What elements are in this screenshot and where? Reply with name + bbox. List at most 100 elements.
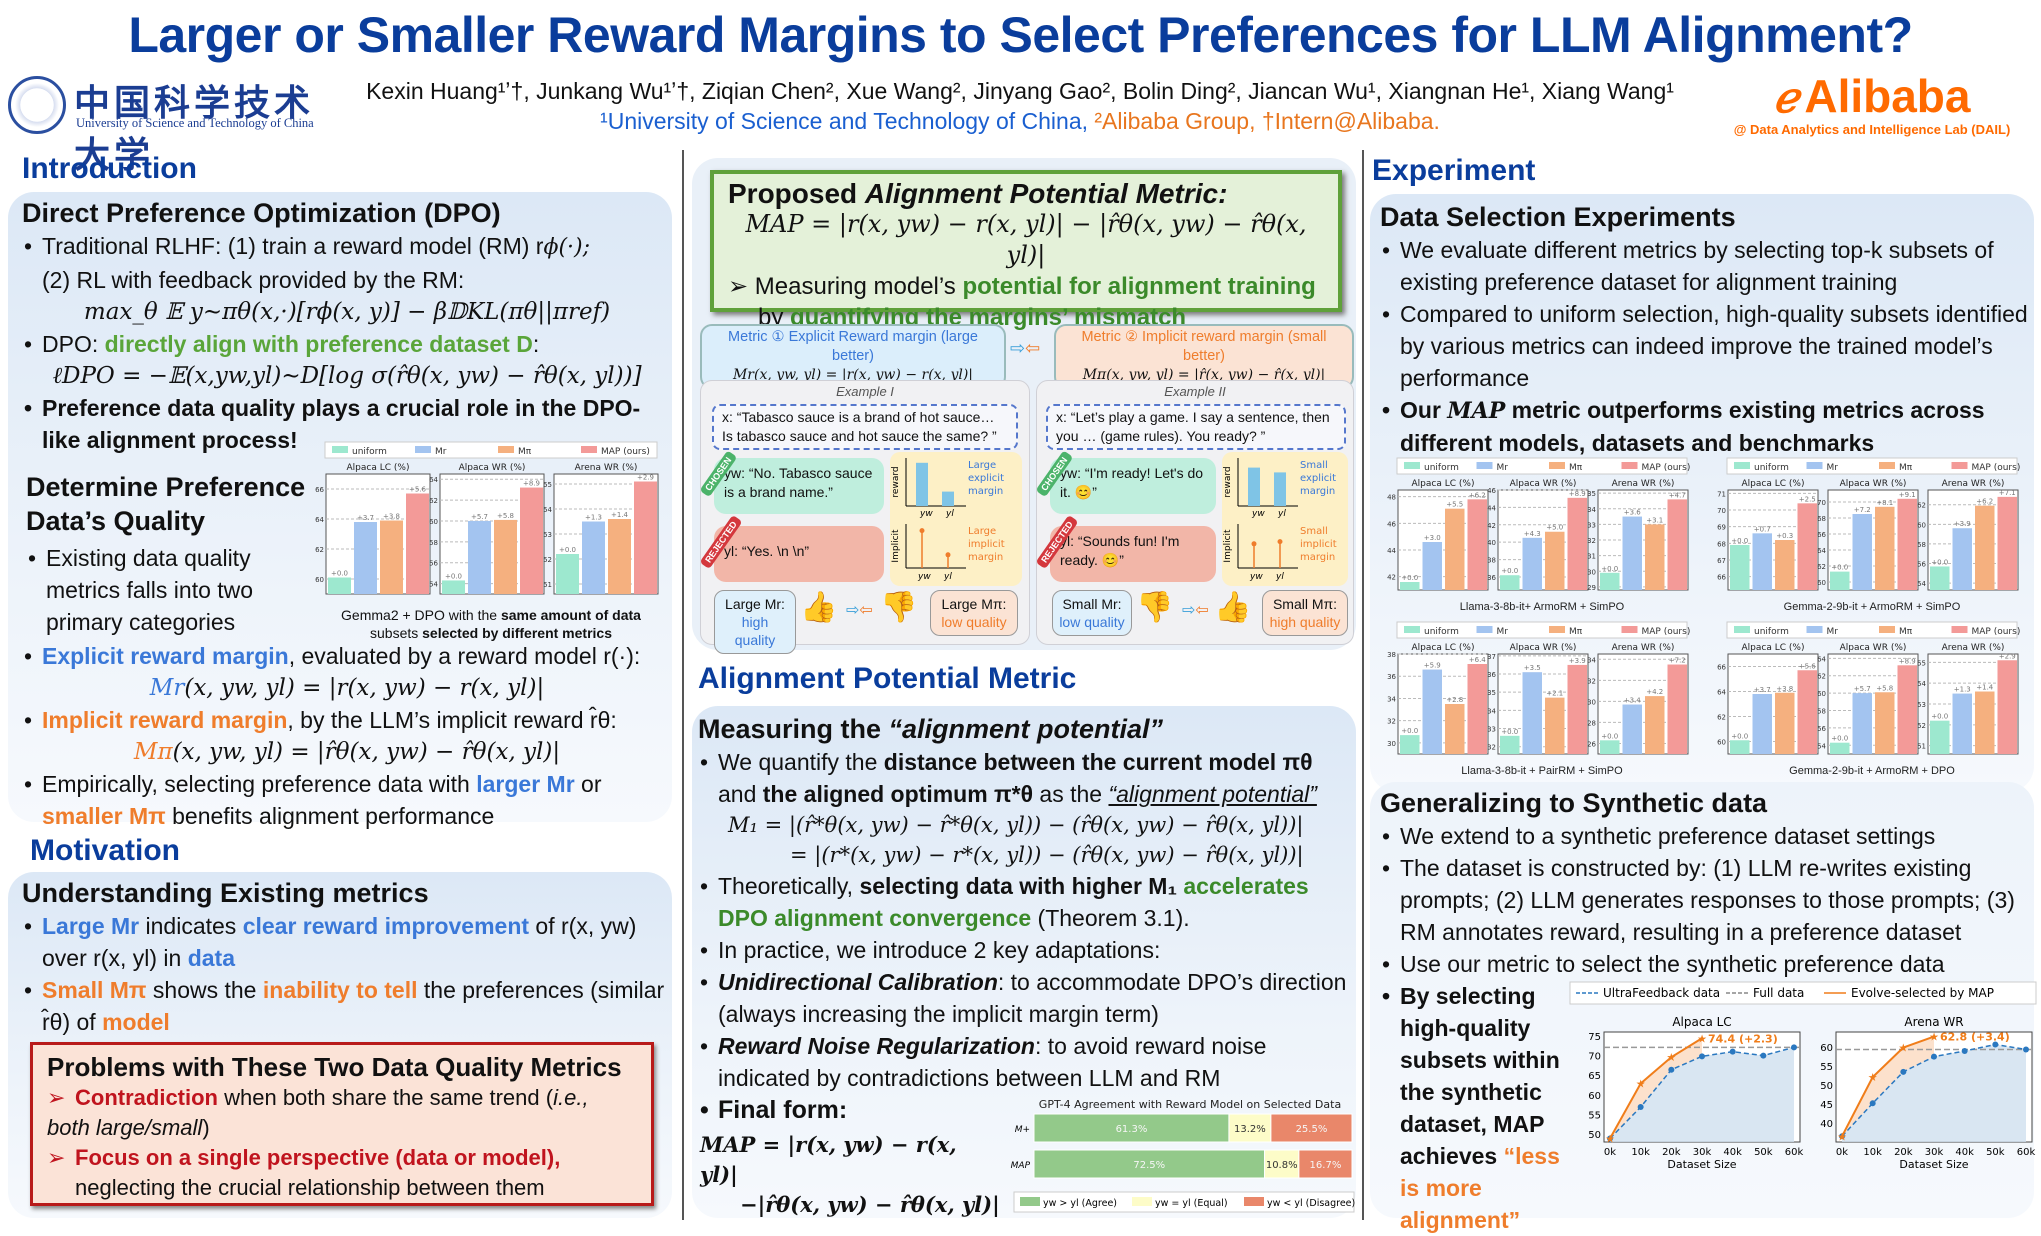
- bar-label: +0.0: [1831, 564, 1848, 572]
- ustc-logo-cn: 中国科学技术大学: [74, 82, 315, 176]
- y-tick-label: 36: [1487, 671, 1496, 679]
- bar-label: +8.1: [1876, 499, 1893, 507]
- synthetic-bullet-1: We extend to a synthetic preference data…: [1380, 820, 2030, 852]
- stacked-bar-segment: [1264, 1149, 1300, 1179]
- bar: [1400, 582, 1420, 590]
- margins-block: Explicit reward margin, evaluated by a r…: [22, 640, 672, 832]
- y-tick-label: 36: [1387, 673, 1396, 681]
- reward-axis-label: reward: [1223, 466, 1233, 497]
- bar-label: +0.3: [1776, 532, 1793, 540]
- section-heading-apm: Alignment Potential Metric: [698, 662, 1077, 695]
- final-map-equation: MAP = |r(x, yw) − r(x, yl)| −|r̂θ(x, yw)…: [700, 1132, 1000, 1217]
- ultrafeedback-point: [1668, 1066, 1675, 1073]
- bar: [1667, 664, 1687, 754]
- segment-label: 72.5%: [1133, 1160, 1165, 1171]
- bar: [1422, 669, 1442, 754]
- alibaba-logo: ℯ Alibaba @ Data Analytics and Intelligen…: [1712, 72, 2032, 142]
- bar: [1852, 693, 1872, 754]
- x-label: yl: [1277, 509, 1286, 519]
- panel-title: Arena WR (%): [1612, 643, 1675, 653]
- y-tick-label: 32: [1387, 718, 1396, 726]
- reward-note: explicit: [968, 473, 1004, 484]
- implicit-point: [1251, 541, 1257, 547]
- y-tick-label: 52: [1917, 722, 1926, 730]
- affiliations: ¹University of Science and Technology of…: [355, 108, 1685, 135]
- thumbs-down-icon: 👎: [1136, 591, 1174, 624]
- example-1-prompt: x: “Tabasco sauce is a brand of hot sauc…: [712, 404, 1018, 450]
- experiment-bullet-1: We evaluate different metrics by selecti…: [1380, 234, 2030, 298]
- y-tick-label: 32: [1587, 677, 1596, 685]
- panel-title: Alpaca WR (%): [1840, 643, 1907, 653]
- implicit-point: [919, 528, 925, 534]
- apm-block: Measuring the “alignment potential” We q…: [698, 712, 1354, 1126]
- legend-swatch: [1244, 1197, 1264, 1206]
- bar-chart-llama-pairrm-simpo: uniform Mr Mπ MAP (ours) Alpaca LC (%) 30 32 34…: [1382, 620, 1702, 778]
- bar: [1467, 499, 1487, 590]
- dpo-title: Direct Preference Optimization (DPO): [22, 198, 501, 228]
- legend-label: yw < yl (Disagree): [1267, 1198, 1355, 1209]
- bar: [520, 487, 543, 594]
- panel-title: Alpaca WR (%): [1510, 643, 1577, 653]
- panel-title: Alpaca LC (%): [1412, 643, 1475, 653]
- bar-label: +8.9: [523, 480, 540, 488]
- legend-swatch: [1404, 626, 1420, 633]
- y-tick-label: 30: [1387, 740, 1396, 748]
- legend-label: MAP (ours): [1642, 463, 1691, 473]
- bar-label: +2.9: [637, 474, 654, 482]
- author-list: Kexin Huang¹ʼ†, Junkang Wu¹ʼ†, Ziqian Ch…: [366, 78, 1674, 104]
- bar: [1997, 660, 2017, 754]
- y-tick-label: 66: [315, 486, 324, 494]
- dpo-equation: ℓDPO = −𝔼(x,yw,yl)∼D[log σ(r̂θ(x, yw) − …: [52, 363, 642, 389]
- bar: [634, 481, 657, 594]
- legend-swatch: [1879, 626, 1895, 633]
- bar: [1545, 531, 1565, 590]
- legend-swatch: [1806, 626, 1823, 633]
- category-label: M+: [1015, 1125, 1030, 1135]
- bar-label: +0.0: [1501, 567, 1518, 575]
- quality-bullet: Preference data quality plays a crucial …: [22, 392, 652, 456]
- bar: [1875, 506, 1895, 590]
- reward-bar: [1248, 467, 1260, 506]
- implicit-note: Small: [1300, 526, 1328, 537]
- bar: [468, 520, 491, 594]
- problem-single-perspective: ➢ Focus on a single perspective (data or …: [47, 1145, 561, 1200]
- bar: [1645, 696, 1665, 754]
- panel-title: Arena WR (%): [575, 463, 638, 473]
- legend-label: Mr: [1827, 463, 1839, 473]
- x-tick-label: 10k: [1631, 1147, 1650, 1158]
- ultrafeedback-point: [1791, 1044, 1797, 1051]
- arrow-bullet-icon: ➢: [47, 1085, 66, 1110]
- y-tick-label: 33: [1587, 521, 1596, 529]
- legend-label: Mπ: [1569, 463, 1583, 473]
- y-tick-label: 37: [1487, 653, 1496, 661]
- y-tick-label: 60: [1717, 739, 1726, 747]
- bar-label: +3.7: [1754, 686, 1771, 694]
- x-tick-label: 60k: [2017, 1147, 2036, 1158]
- ultrafeedback-area: [1610, 1047, 1794, 1142]
- implicit-point: [1277, 539, 1283, 545]
- evolve-point: ★: [1666, 1051, 1676, 1064]
- legend-label: Mπ: [1899, 627, 1913, 637]
- legend-box: [1569, 981, 2037, 1005]
- ultrafeedback-point: [1760, 1052, 1767, 1059]
- bar-label: +3.8: [1776, 685, 1793, 693]
- legend-swatch: [1476, 462, 1493, 469]
- dpo-bullet: DPO: directly align with preference data…: [22, 328, 672, 360]
- y-tick-label: 34: [1487, 707, 1496, 715]
- x-tick-label: 0k: [1604, 1147, 1616, 1158]
- bar: [1730, 545, 1750, 590]
- apm-final-label: Final form:: [698, 1094, 1354, 1126]
- bar: [1545, 697, 1565, 754]
- example-2-rejected: yl: “Sounds fun! I'm ready. 😊”: [1050, 526, 1216, 582]
- bar-label: +6.2: [1976, 498, 1993, 506]
- apm-noise-bullet: Reward Noise Regularization: to avoid re…: [698, 1030, 1354, 1094]
- bar-label: +3.7: [357, 514, 374, 522]
- legend-swatch: [1621, 626, 1638, 633]
- bar-label: +4.7: [1669, 491, 1686, 499]
- y-tick-label: 40: [1820, 1119, 1833, 1130]
- bar-label: +3.8: [383, 513, 400, 521]
- ultrafeedback-point: [1992, 1041, 1999, 1048]
- panel-title: Arena WR: [1904, 1015, 1963, 1029]
- y-tick-label: 32: [1487, 744, 1496, 752]
- bar: [1622, 516, 1642, 590]
